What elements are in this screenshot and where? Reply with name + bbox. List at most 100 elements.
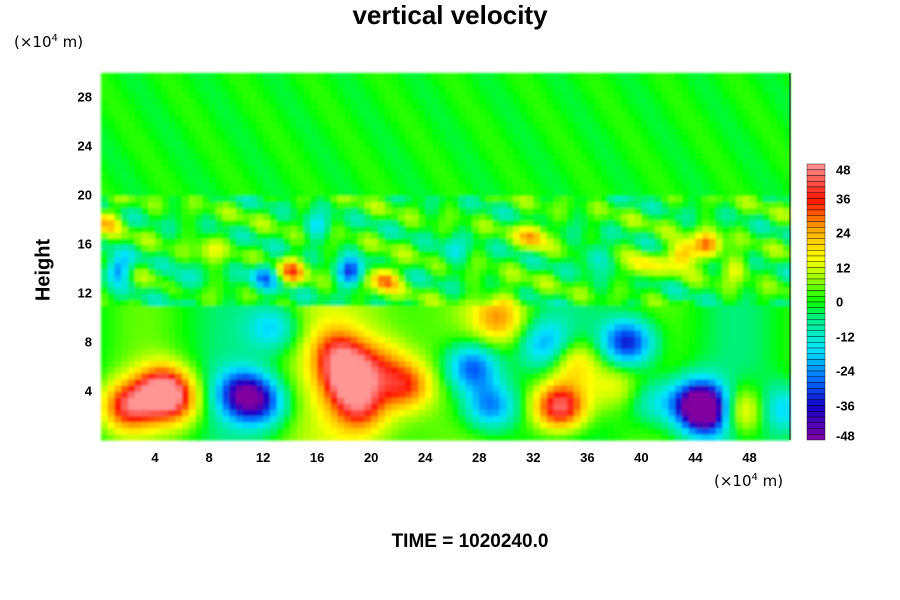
heat-cell <box>344 201 352 209</box>
heat-cell <box>587 183 595 190</box>
heat-cell <box>729 232 737 239</box>
heat-cell <box>783 256 791 264</box>
heat-cell <box>161 397 170 404</box>
heat-cell <box>236 238 244 245</box>
heat-cell <box>290 348 298 355</box>
heat-cell <box>776 409 784 417</box>
heat-cell <box>168 427 176 435</box>
heat-cell <box>560 354 568 362</box>
heat-cell <box>276 311 284 319</box>
heat-cell <box>317 146 325 154</box>
heat-cell <box>182 299 190 307</box>
heat-cell <box>134 158 143 166</box>
heat-cell <box>769 378 778 386</box>
heat-cell <box>587 409 595 417</box>
heat-cell <box>621 244 629 251</box>
heat-cell <box>708 287 717 294</box>
heat-cell <box>627 311 636 319</box>
heat-cell <box>371 305 379 313</box>
heat-cell <box>337 232 345 239</box>
heat-cell <box>708 262 717 270</box>
heat-cell <box>607 348 615 355</box>
heat-cell <box>323 397 332 404</box>
heat-cell <box>141 244 149 251</box>
heat-cell <box>499 354 507 362</box>
heat-cell <box>506 348 514 355</box>
heat-cell <box>445 323 453 331</box>
heat-cell <box>735 421 744 429</box>
heat-cell <box>594 293 602 300</box>
heat-cell <box>263 305 271 313</box>
heat-cell <box>587 232 595 239</box>
heat-cell <box>641 409 649 417</box>
heat-cell <box>350 409 359 417</box>
heat-cell <box>762 415 771 423</box>
heat-cell <box>614 225 622 233</box>
heat-cell <box>486 152 494 160</box>
heat-cell <box>499 305 507 313</box>
heat-cell <box>695 336 703 343</box>
heat-cell <box>101 348 109 355</box>
heat-cell <box>357 372 366 380</box>
heat-cell <box>141 409 149 417</box>
heat-cell <box>398 360 406 368</box>
heat-cell <box>384 336 393 343</box>
heat-cell <box>675 372 683 380</box>
heat-cell <box>357 378 366 386</box>
heat-cell <box>567 409 575 417</box>
heat-cell <box>654 152 663 160</box>
heat-cell <box>229 140 237 147</box>
heat-cell <box>317 336 325 343</box>
heat-cell <box>431 207 440 215</box>
heat-cell <box>438 421 447 429</box>
heat-cell <box>242 183 251 190</box>
heat-cell <box>161 189 170 196</box>
heat-cell <box>648 403 656 411</box>
heat-cell <box>499 256 507 264</box>
heat-cell <box>411 238 420 245</box>
heat-cell <box>486 384 494 392</box>
heat-cell <box>222 176 230 184</box>
heat-cell <box>519 299 528 307</box>
heat-cell <box>702 329 710 337</box>
heat-cell <box>107 280 116 288</box>
heat-cell <box>486 219 494 227</box>
heat-cell <box>317 311 325 319</box>
heat-cell <box>377 280 386 288</box>
heat-cell <box>269 354 278 362</box>
heat-cell <box>425 317 433 325</box>
heat-cell <box>722 403 730 411</box>
heat-cell <box>627 164 636 172</box>
heat-cell <box>215 391 224 398</box>
heat-cell <box>513 280 521 288</box>
heat-cell <box>283 274 291 282</box>
heat-cell <box>573 158 582 166</box>
heat-cell <box>175 299 183 307</box>
heat-cell <box>290 360 298 368</box>
heat-cell <box>526 176 534 184</box>
heat-cell <box>519 232 528 239</box>
heat-cell <box>486 140 494 147</box>
heat-cell <box>344 366 352 374</box>
heat-cell <box>344 250 352 258</box>
heat-cell <box>398 342 406 349</box>
heat-cell <box>404 360 413 368</box>
heat-cell <box>756 152 764 160</box>
heat-cell <box>695 403 703 411</box>
heat-cell <box>708 323 717 331</box>
heat-cell <box>681 256 690 264</box>
heat-cell <box>668 146 676 154</box>
heat-cell <box>668 397 676 404</box>
heat-cell <box>101 189 109 196</box>
heat-cell <box>749 201 757 209</box>
heat-cell <box>742 274 751 282</box>
heat-cell <box>344 183 352 190</box>
heat-cell <box>560 409 568 417</box>
heat-cell <box>722 152 730 160</box>
heat-cell <box>229 232 237 239</box>
heat-cell <box>769 415 778 423</box>
heat-cell <box>364 225 372 233</box>
heat-cell <box>236 164 244 172</box>
heat-cell <box>323 305 332 313</box>
heat-cell <box>404 305 413 313</box>
